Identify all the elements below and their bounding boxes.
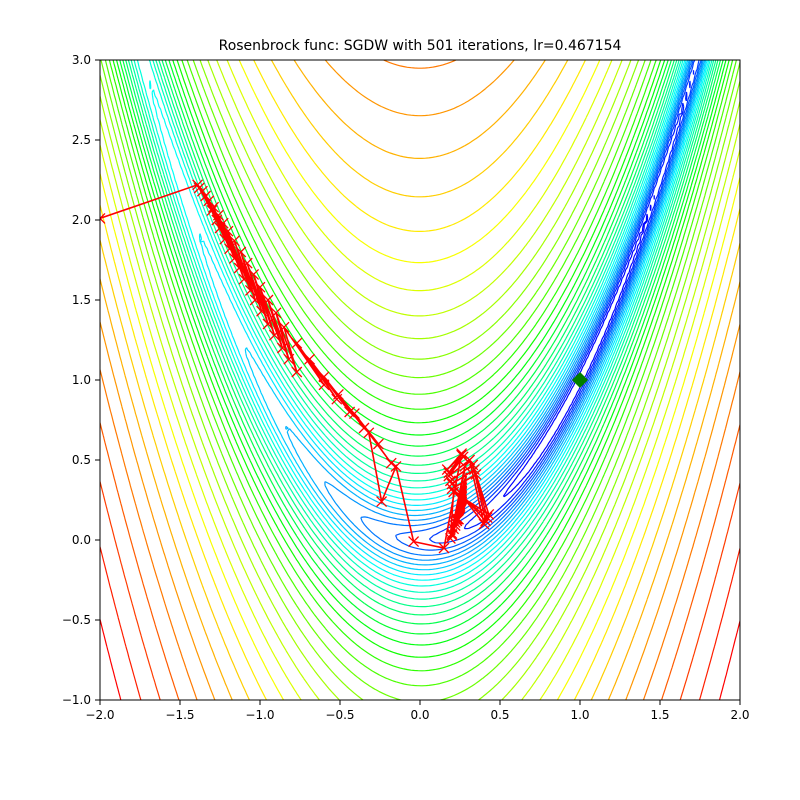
y-tick-label: 1.0 — [72, 373, 91, 387]
x-tick-label: −0.5 — [325, 708, 354, 722]
y-tick-label: 2.5 — [72, 133, 91, 147]
x-tick-label: 1.5 — [650, 708, 669, 722]
x-tick-label: 0.0 — [410, 708, 429, 722]
y-tick-label: 0.5 — [72, 453, 91, 467]
y-tick-label: 0.0 — [72, 533, 91, 547]
chart-title: Rosenbrock func: SGDW with 501 iteration… — [219, 38, 622, 54]
x-axis-ticks: −2.0 −1.5 −1.0 −0.5 0.0 0.5 1.0 1.5 2.0 — [85, 700, 749, 722]
y-tick-label: −0.5 — [62, 613, 91, 627]
x-tick-label: 1.0 — [570, 708, 589, 722]
x-tick-label: −1.0 — [245, 708, 274, 722]
x-tick-label: 0.5 — [490, 708, 509, 722]
y-tick-label: −1.0 — [62, 693, 91, 707]
chart-svg: Rosenbrock func: SGDW with 501 iteration… — [0, 0, 800, 800]
plot-area — [95, 60, 740, 700]
plot-background — [100, 60, 740, 700]
y-tick-label: 3.0 — [72, 53, 91, 67]
x-tick-label: −1.5 — [165, 708, 194, 722]
x-tick-label: 2.0 — [730, 708, 749, 722]
y-tick-label: 2.0 — [72, 213, 91, 227]
x-tick-label: −2.0 — [85, 708, 114, 722]
rosenbrock-contour-chart: Rosenbrock func: SGDW with 501 iteration… — [0, 0, 800, 800]
y-tick-label: 1.5 — [72, 293, 91, 307]
y-axis-ticks: −1.0 −0.5 0.0 0.5 1.0 1.5 2.0 2.5 3.0 — [62, 53, 100, 707]
